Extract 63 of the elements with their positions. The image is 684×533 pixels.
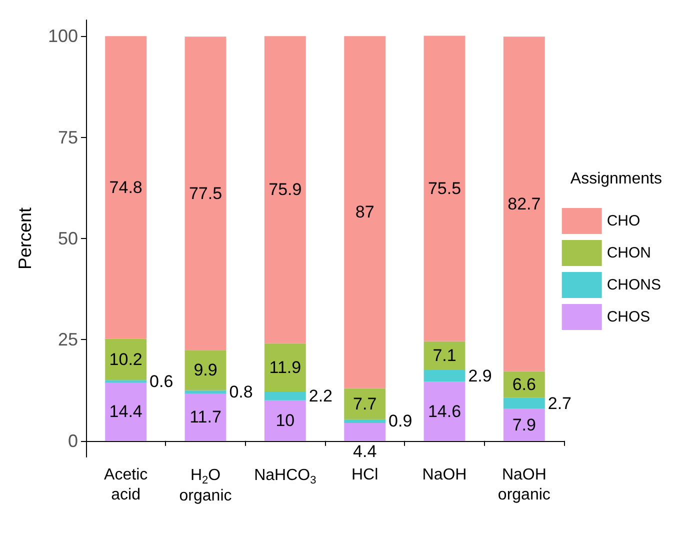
data-label: 2.9 — [468, 366, 492, 386]
data-label: 2.2 — [308, 386, 333, 406]
legend-label: CHON — [606, 244, 651, 262]
x-tick-label: HCl — [351, 466, 378, 484]
bar — [105, 380, 147, 383]
bar — [184, 36, 226, 350]
data-label: 87 — [355, 202, 374, 222]
data-label: 11.9 — [269, 358, 302, 377]
data-label: 7.7 — [353, 394, 377, 414]
bar — [424, 36, 466, 342]
data-label: 10.2 — [109, 350, 142, 369]
legend-label: CHO — [606, 212, 640, 230]
data-label: 2.7 — [548, 394, 572, 413]
bar — [264, 391, 306, 400]
data-label: 0.6 — [150, 372, 174, 391]
data-label: 75.9 — [268, 180, 302, 200]
data-label: 11.7 — [190, 408, 222, 427]
legend-label: CHONS — [606, 276, 661, 294]
data-label: 14.6 — [428, 402, 462, 421]
legend-label: CHOS — [606, 308, 650, 326]
data-label: 10 — [276, 411, 295, 430]
bar — [344, 36, 386, 388]
bar — [344, 419, 386, 424]
bar — [264, 343, 306, 392]
data-label: 7.9 — [512, 415, 536, 434]
bar — [503, 371, 545, 398]
data-label: 4.4 — [353, 442, 377, 461]
y-tick-label: 75 — [58, 127, 78, 148]
data-label: 9.9 — [194, 360, 218, 380]
bar — [424, 341, 466, 370]
bar — [184, 350, 226, 390]
data-label: 7.1 — [432, 346, 456, 366]
bar — [344, 423, 386, 441]
x-tick-label: NaOH — [422, 466, 467, 484]
bar — [344, 388, 386, 420]
y-tick-label: 0 — [68, 430, 78, 451]
y-axis-title: Percent — [15, 207, 35, 270]
data-label: 6.6 — [512, 375, 536, 394]
bar — [503, 398, 545, 409]
data-label: 14.4 — [109, 402, 142, 422]
legend-title: Assignments — [570, 170, 662, 188]
x-tick-label: Acetic acid — [104, 466, 148, 504]
y-tick-label: 25 — [58, 330, 78, 350]
bar — [264, 36, 306, 344]
bar — [424, 382, 466, 441]
bar — [503, 408, 545, 441]
data-label: 75.5 — [428, 179, 462, 198]
data-label: 0.8 — [229, 382, 253, 402]
y-tick-label: 50 — [58, 228, 78, 248]
bar — [264, 400, 306, 441]
bar — [184, 390, 226, 394]
data-label: 74.8 — [109, 178, 142, 198]
x-tick-label: NaOH organic — [498, 466, 550, 504]
bar — [503, 36, 545, 372]
bar — [105, 36, 147, 339]
data-label: 0.9 — [388, 412, 412, 431]
bar — [424, 370, 466, 382]
bar — [105, 338, 147, 380]
y-tick-label: 100 — [48, 26, 78, 46]
bar — [105, 382, 147, 441]
data-label: 82.7 — [508, 194, 541, 214]
data-label: 77.5 — [188, 184, 222, 203]
bar — [184, 393, 226, 441]
